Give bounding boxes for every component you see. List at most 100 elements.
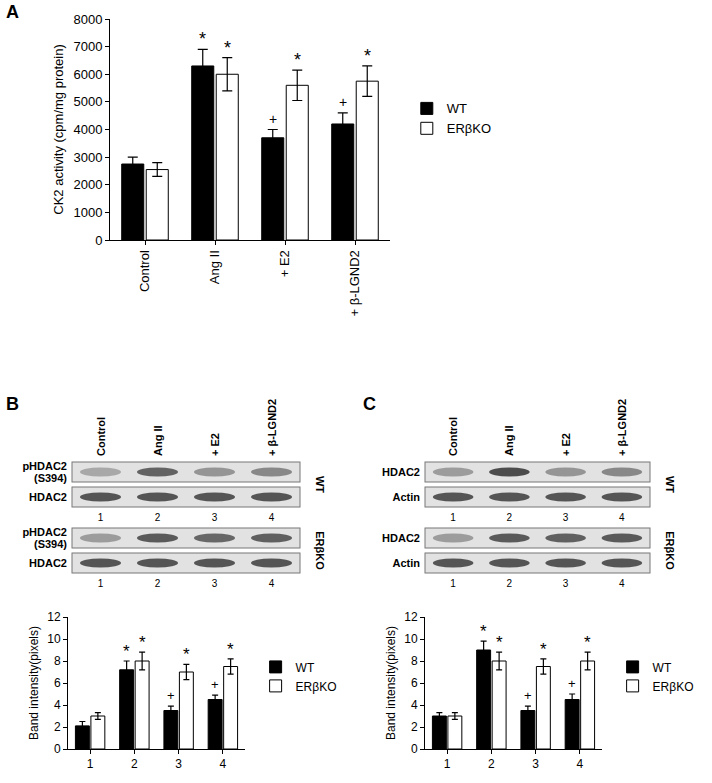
svg-text:+: + xyxy=(167,688,175,703)
svg-text:3000: 3000 xyxy=(73,150,102,165)
svg-text:4: 4 xyxy=(619,578,625,589)
svg-text:HDAC2: HDAC2 xyxy=(29,557,67,569)
svg-text:+ β-LGND2: + β-LGND2 xyxy=(266,399,278,456)
svg-text:Ang II: Ang II xyxy=(152,425,164,456)
svg-text:+ E2: + E2 xyxy=(560,433,572,456)
svg-text:+ β-LGND2: + β-LGND2 xyxy=(347,250,362,316)
svg-text:1000: 1000 xyxy=(73,205,102,220)
svg-text:10: 10 xyxy=(47,632,61,646)
svg-text:1: 1 xyxy=(444,757,451,771)
svg-text:1: 1 xyxy=(87,757,94,771)
svg-text:8000: 8000 xyxy=(73,12,102,27)
svg-text:Control: Control xyxy=(447,417,459,456)
svg-text:2: 2 xyxy=(155,578,161,589)
svg-text:ERβKO: ERβKO xyxy=(653,680,694,694)
svg-text:6000: 6000 xyxy=(73,67,102,82)
svg-text:0: 0 xyxy=(411,742,418,756)
svg-text:4: 4 xyxy=(220,757,227,771)
svg-text:Actin: Actin xyxy=(393,491,421,503)
svg-text:8: 8 xyxy=(411,654,418,668)
svg-text:WT: WT xyxy=(664,476,676,493)
svg-text:ERβKO: ERβKO xyxy=(664,531,676,570)
svg-text:+: + xyxy=(211,677,219,692)
svg-text:A: A xyxy=(6,2,19,22)
svg-text:*: * xyxy=(227,640,234,659)
svg-text:Actin: Actin xyxy=(393,557,421,569)
svg-text:HDAC2: HDAC2 xyxy=(29,491,67,503)
svg-text:3: 3 xyxy=(212,578,218,589)
svg-text:3: 3 xyxy=(563,578,569,589)
svg-text:*: * xyxy=(183,645,190,664)
svg-text:*: * xyxy=(294,50,301,70)
svg-text:pHDAC2(S394): pHDAC2(S394) xyxy=(22,460,67,484)
svg-text:*: * xyxy=(480,622,487,641)
svg-text:4: 4 xyxy=(269,578,275,589)
svg-text:4: 4 xyxy=(269,512,275,523)
svg-text:HDAC2: HDAC2 xyxy=(382,466,420,478)
svg-text:3: 3 xyxy=(175,757,182,771)
svg-text:12: 12 xyxy=(47,610,61,624)
svg-text:Band intensity(pixels): Band intensity(pixels) xyxy=(384,626,398,740)
svg-text:4: 4 xyxy=(619,512,625,523)
svg-text:8: 8 xyxy=(54,654,61,668)
svg-text:WT: WT xyxy=(296,661,315,675)
svg-text:2: 2 xyxy=(507,578,513,589)
svg-text:4: 4 xyxy=(54,698,61,712)
svg-text:+: + xyxy=(524,688,532,703)
svg-text:WT: WT xyxy=(447,101,467,116)
svg-text:7000: 7000 xyxy=(73,39,102,54)
svg-text:Ang II: Ang II xyxy=(503,425,515,456)
svg-text:HDAC2: HDAC2 xyxy=(382,532,420,544)
svg-text:+: + xyxy=(568,676,576,691)
svg-text:3: 3 xyxy=(212,512,218,523)
svg-text:pHDAC2(S394): pHDAC2(S394) xyxy=(22,526,67,550)
svg-text:Control: Control xyxy=(95,417,107,456)
svg-text:4000: 4000 xyxy=(73,122,102,137)
svg-text:2: 2 xyxy=(54,720,61,734)
svg-text:2000: 2000 xyxy=(73,177,102,192)
svg-text:12: 12 xyxy=(404,610,418,624)
svg-text:Control: Control xyxy=(137,250,152,292)
svg-text:WT: WT xyxy=(314,476,326,493)
svg-text:1: 1 xyxy=(98,578,104,589)
svg-text:6: 6 xyxy=(411,676,418,690)
svg-text:*: * xyxy=(364,46,371,66)
svg-text:*: * xyxy=(139,633,146,652)
svg-text:0: 0 xyxy=(95,233,102,248)
svg-text:*: * xyxy=(540,640,547,659)
svg-text:ERβKO: ERβKO xyxy=(447,121,491,136)
svg-text:CK2 activity (cpm/mg protein): CK2 activity (cpm/mg protein) xyxy=(51,44,66,215)
svg-text:+ β-LGND2: + β-LGND2 xyxy=(616,399,628,456)
svg-text:10: 10 xyxy=(404,632,418,646)
svg-text:3: 3 xyxy=(563,512,569,523)
svg-text:+: + xyxy=(269,111,277,127)
svg-text:*: * xyxy=(199,29,206,49)
svg-text:WT: WT xyxy=(653,661,672,675)
svg-text:6: 6 xyxy=(54,676,61,690)
svg-text:2: 2 xyxy=(131,757,138,771)
svg-text:2: 2 xyxy=(155,512,161,523)
svg-text:+ E2: + E2 xyxy=(209,433,221,456)
svg-text:2: 2 xyxy=(488,757,495,771)
svg-text:ERβKO: ERβKO xyxy=(296,680,337,694)
svg-text:1: 1 xyxy=(450,512,456,523)
svg-text:3: 3 xyxy=(532,757,539,771)
svg-text:1: 1 xyxy=(450,578,456,589)
svg-text:ERβKO: ERβKO xyxy=(314,531,326,570)
svg-text:*: * xyxy=(224,38,231,58)
svg-text:5000: 5000 xyxy=(73,94,102,109)
svg-text:*: * xyxy=(123,642,130,661)
svg-text:4: 4 xyxy=(577,757,584,771)
svg-text:4: 4 xyxy=(411,698,418,712)
svg-text:2: 2 xyxy=(507,512,513,523)
svg-text:C: C xyxy=(363,394,376,414)
svg-text:*: * xyxy=(584,633,591,652)
svg-text:1: 1 xyxy=(98,512,104,523)
svg-text:2: 2 xyxy=(411,720,418,734)
svg-text:*: * xyxy=(496,633,503,652)
svg-text:Ang II: Ang II xyxy=(207,250,222,284)
svg-text:Band intensity(pixels): Band intensity(pixels) xyxy=(27,626,41,740)
svg-text:+ E2: + E2 xyxy=(277,250,292,277)
svg-text:+: + xyxy=(339,94,347,110)
svg-text:0: 0 xyxy=(54,742,61,756)
